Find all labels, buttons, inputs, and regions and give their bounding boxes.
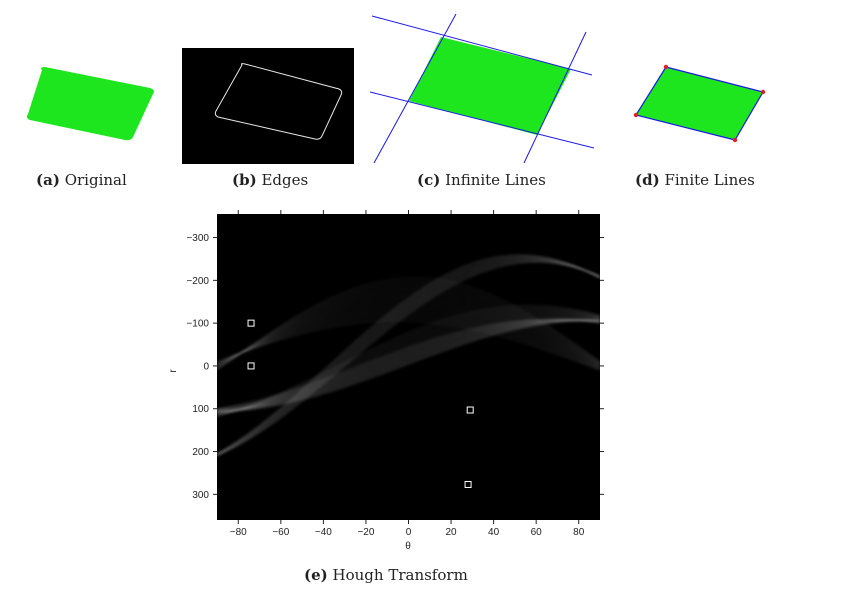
caption-c: (c) Infinite Lines — [417, 171, 546, 189]
x-tick-label: 40 — [488, 527, 500, 538]
x-tick-label: 80 — [573, 527, 585, 538]
x-tick-label: 0 — [406, 527, 412, 538]
y-axis-label: r — [168, 369, 179, 373]
infinite-line — [371, 15, 593, 76]
infinite-line — [523, 31, 587, 164]
hough-peaks — [247, 319, 474, 488]
caption-tag: (d) — [635, 171, 660, 189]
infinite-line — [369, 91, 595, 149]
figure-a-original — [20, 58, 160, 148]
y-tick-label: −200 — [186, 276, 209, 287]
caption-a: (a) Original — [36, 171, 127, 189]
x-axis-label: θ — [405, 541, 411, 552]
caption-e: (e) Hough Transform — [304, 566, 468, 584]
infinite-lines-image — [369, 13, 595, 164]
caption-label: Original — [64, 171, 127, 189]
x-tick-label: −40 — [315, 527, 332, 538]
hough-curve — [216, 293, 601, 368]
hough-peak-marker — [247, 362, 255, 370]
caption-label: Infinite Lines — [445, 171, 546, 189]
x-tick-label: −20 — [357, 527, 374, 538]
x-axis: −80 −60 −40 −20 0 20 40 60 80 — [230, 210, 585, 538]
hough-curves — [216, 254, 601, 457]
green-quadrilateral — [635, 66, 764, 141]
figure-d-finite-lines — [628, 58, 773, 148]
caption-tag: (a) — [36, 171, 60, 189]
caption-label: Hough Transform — [332, 566, 468, 584]
edge-outline — [214, 63, 343, 140]
original-image — [26, 67, 154, 141]
hough-curve — [216, 320, 601, 371]
corner-marker — [760, 89, 766, 95]
corner-marker — [732, 137, 738, 143]
hough-peak-marker — [466, 406, 474, 414]
hough-curve — [216, 317, 601, 371]
green-quadrilateral — [409, 37, 571, 135]
hough-peak-marker — [247, 319, 255, 327]
x-tick-label: 60 — [531, 527, 543, 538]
corner-marker — [633, 112, 639, 118]
finite-lines-image — [633, 64, 766, 143]
y-tick-label: 200 — [192, 447, 209, 458]
y-tick-label: 300 — [192, 490, 209, 501]
caption-tag: (c) — [417, 171, 441, 189]
x-tick-label: −60 — [272, 527, 289, 538]
edges-image — [214, 63, 343, 140]
y-tick-label: 0 — [203, 361, 209, 372]
caption-tag: (e) — [304, 566, 328, 584]
y-tick-label: −100 — [186, 319, 209, 330]
figure-e-hough-transform: −80 −60 −40 −20 0 20 40 60 80 −300 −200 −100 0 100 20… — [160, 205, 620, 555]
infinite-line — [373, 13, 457, 164]
caption-tag: (b) — [232, 171, 257, 189]
hough-curve — [216, 277, 601, 371]
x-tick-label: 20 — [445, 527, 457, 538]
hough-curve — [216, 295, 601, 367]
hough-peak-marker — [464, 480, 472, 488]
hough-curve — [216, 304, 601, 417]
caption-label: Finite Lines — [664, 171, 755, 189]
hough-curve — [216, 254, 601, 455]
caption-d: (d) Finite Lines — [635, 171, 755, 189]
y-tick-label: 100 — [192, 404, 209, 415]
figure-b-edges — [182, 48, 354, 164]
caption-b: (b) Edges — [232, 171, 308, 189]
hough-accumulator-background — [217, 214, 600, 520]
corner-marker — [663, 64, 669, 70]
figure-c-infinite-lines — [368, 12, 595, 164]
x-tick-label: −80 — [230, 527, 247, 538]
caption-label: Edges — [261, 171, 309, 189]
hough-chart: −80 −60 −40 −20 0 20 40 60 80 −300−200−100010020… — [168, 210, 604, 552]
green-quadrilateral — [26, 67, 154, 141]
y-tick-label: −300 — [186, 233, 209, 244]
hough-curve — [216, 318, 601, 410]
hough-curve — [216, 289, 601, 369]
y-axis: −300 −200 −100 0 100 200 300 — [186, 233, 604, 501]
